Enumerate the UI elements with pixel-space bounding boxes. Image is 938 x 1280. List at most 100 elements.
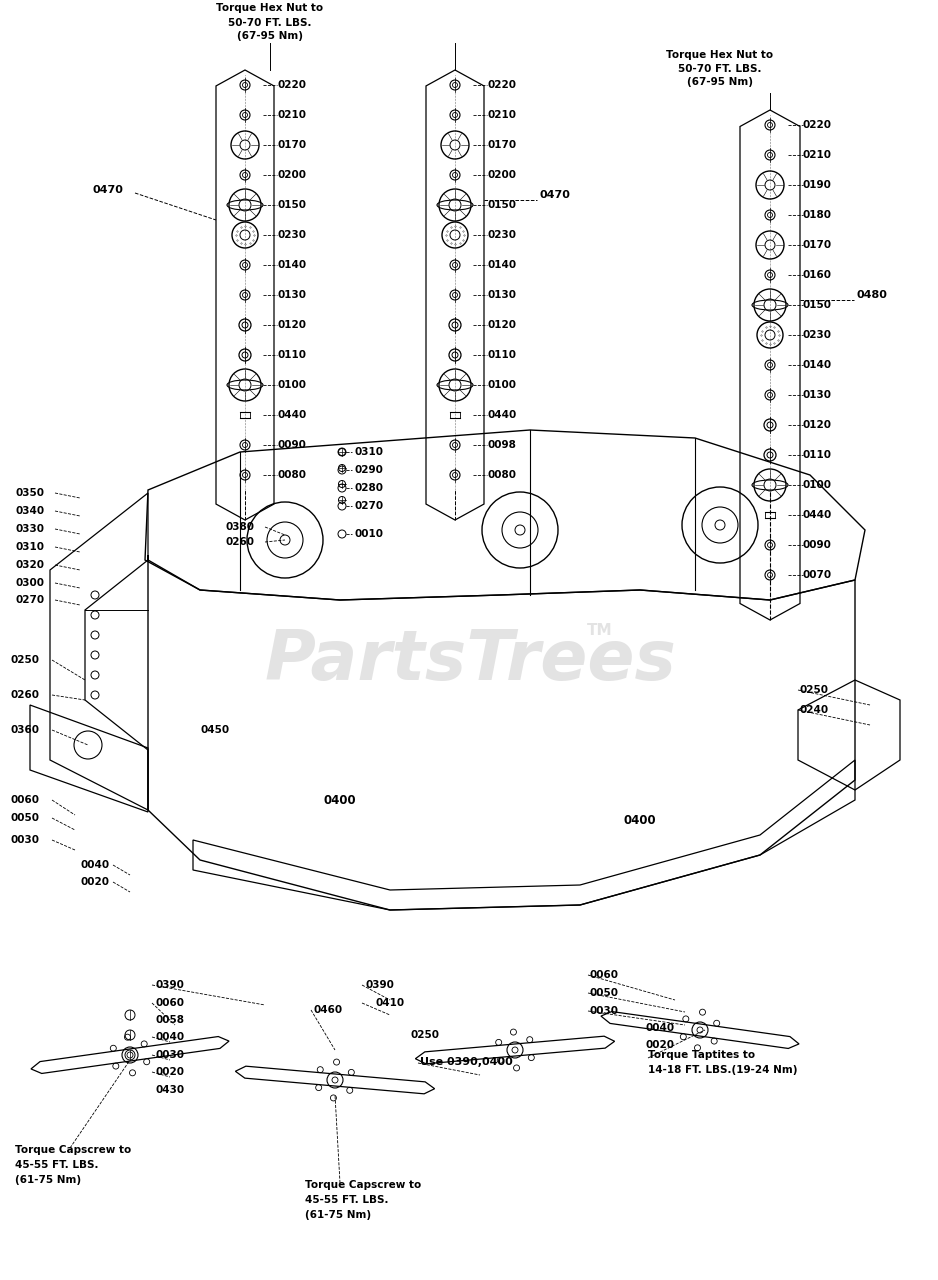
Text: 0100: 0100 — [487, 380, 516, 390]
Text: 0030: 0030 — [10, 835, 39, 845]
Text: 0060: 0060 — [10, 795, 39, 805]
Text: 0320: 0320 — [15, 561, 44, 570]
Text: 0130: 0130 — [487, 291, 516, 300]
Text: 0310: 0310 — [354, 447, 383, 457]
Text: 0410: 0410 — [375, 998, 404, 1009]
Text: 0030: 0030 — [155, 1050, 184, 1060]
Text: 0040: 0040 — [645, 1023, 674, 1033]
Text: 0440: 0440 — [487, 410, 516, 420]
Text: 0040: 0040 — [155, 1032, 184, 1042]
Text: 0200: 0200 — [277, 170, 306, 180]
Text: 0230: 0230 — [277, 230, 306, 241]
Text: 0270: 0270 — [354, 500, 383, 511]
Text: 0080: 0080 — [487, 470, 516, 480]
Text: 0470: 0470 — [92, 186, 123, 195]
Text: 0098: 0098 — [487, 440, 516, 451]
Text: 0250: 0250 — [10, 655, 39, 666]
Text: 0160: 0160 — [803, 270, 832, 280]
Text: 0030: 0030 — [590, 1006, 619, 1016]
Text: 0280: 0280 — [354, 483, 383, 493]
Text: 0140: 0140 — [803, 360, 832, 370]
Text: Torque Capscrew to: Torque Capscrew to — [305, 1180, 421, 1190]
Text: 0400: 0400 — [324, 794, 356, 806]
Text: 0380: 0380 — [225, 522, 254, 532]
Text: (61-75 Nm): (61-75 Nm) — [15, 1175, 81, 1185]
Text: 0120: 0120 — [277, 320, 306, 330]
Text: 0300: 0300 — [15, 579, 44, 588]
Text: 0260: 0260 — [10, 690, 39, 700]
Text: 0100: 0100 — [803, 480, 832, 490]
Text: 0210: 0210 — [487, 110, 516, 120]
Text: 0010: 0010 — [354, 529, 383, 539]
Text: 0110: 0110 — [277, 349, 306, 360]
Text: 0180: 0180 — [803, 210, 832, 220]
Text: (67-95 Nm): (67-95 Nm) — [237, 31, 303, 41]
Text: 0210: 0210 — [277, 110, 306, 120]
Text: Use 0390,0400: Use 0390,0400 — [420, 1057, 513, 1068]
Text: 50-70 FT. LBS.: 50-70 FT. LBS. — [228, 18, 311, 28]
Text: 45-55 FT. LBS.: 45-55 FT. LBS. — [15, 1160, 98, 1170]
Text: 0150: 0150 — [803, 300, 832, 310]
Text: 0060: 0060 — [155, 998, 184, 1009]
Text: PartsTrees: PartsTrees — [265, 626, 676, 694]
Text: 0190: 0190 — [803, 180, 832, 189]
Text: Torque Taptites to: Torque Taptites to — [648, 1050, 755, 1060]
Text: 0270: 0270 — [15, 595, 44, 605]
Text: 0020: 0020 — [80, 877, 109, 887]
Text: 0220: 0220 — [487, 81, 516, 90]
Text: 0390: 0390 — [365, 980, 394, 989]
Text: 14-18 FT. LBS.(19-24 Nm): 14-18 FT. LBS.(19-24 Nm) — [648, 1065, 797, 1075]
Text: 0070: 0070 — [803, 570, 832, 580]
Text: 0390: 0390 — [155, 980, 184, 989]
Text: 0230: 0230 — [803, 330, 832, 340]
Text: 0050: 0050 — [590, 988, 619, 998]
Text: 0430: 0430 — [155, 1085, 184, 1094]
Text: 0040: 0040 — [80, 860, 109, 870]
Text: 0170: 0170 — [803, 241, 832, 250]
Text: 0020: 0020 — [155, 1068, 184, 1076]
Text: 0250: 0250 — [800, 685, 829, 695]
Text: (67-95 Nm): (67-95 Nm) — [687, 77, 753, 87]
Text: Torque Capscrew to: Torque Capscrew to — [15, 1146, 131, 1155]
Text: 0220: 0220 — [277, 81, 306, 90]
Text: 0330: 0330 — [15, 524, 44, 534]
Text: 0140: 0140 — [277, 260, 306, 270]
Text: 0360: 0360 — [10, 724, 39, 735]
Text: 0050: 0050 — [10, 813, 39, 823]
Text: 0130: 0130 — [803, 390, 832, 401]
Text: 0350: 0350 — [15, 488, 44, 498]
Text: 0210: 0210 — [803, 150, 832, 160]
Text: 0110: 0110 — [803, 451, 832, 460]
Text: 0090: 0090 — [277, 440, 306, 451]
Text: 0460: 0460 — [313, 1005, 342, 1015]
Text: 0130: 0130 — [277, 291, 306, 300]
Text: 0230: 0230 — [487, 230, 516, 241]
Text: 0110: 0110 — [487, 349, 516, 360]
Text: 0080: 0080 — [277, 470, 306, 480]
Text: 0140: 0140 — [487, 260, 516, 270]
Text: 0480: 0480 — [857, 291, 888, 300]
Text: 0060: 0060 — [590, 970, 619, 980]
Text: Torque Hex Nut to: Torque Hex Nut to — [666, 50, 774, 60]
Text: 0240: 0240 — [800, 705, 829, 716]
Text: 0400: 0400 — [624, 814, 657, 827]
Text: (61-75 Nm): (61-75 Nm) — [305, 1210, 371, 1220]
Text: 0090: 0090 — [803, 540, 832, 550]
Text: 0470: 0470 — [540, 189, 571, 200]
Text: 0100: 0100 — [277, 380, 306, 390]
Text: 0120: 0120 — [803, 420, 832, 430]
Text: 50-70 FT. LBS.: 50-70 FT. LBS. — [678, 64, 762, 74]
Text: 0290: 0290 — [354, 465, 383, 475]
Text: 0310: 0310 — [15, 541, 44, 552]
Text: 0170: 0170 — [277, 140, 306, 150]
Text: 0020: 0020 — [645, 1039, 674, 1050]
Text: 0058: 0058 — [155, 1015, 184, 1025]
Text: 0340: 0340 — [15, 506, 44, 516]
Text: TM: TM — [587, 622, 613, 637]
Text: 0150: 0150 — [277, 200, 306, 210]
Text: 0170: 0170 — [487, 140, 516, 150]
Text: 0440: 0440 — [803, 509, 832, 520]
Text: 0250: 0250 — [410, 1030, 439, 1039]
Text: 0120: 0120 — [487, 320, 516, 330]
Text: 0200: 0200 — [487, 170, 516, 180]
